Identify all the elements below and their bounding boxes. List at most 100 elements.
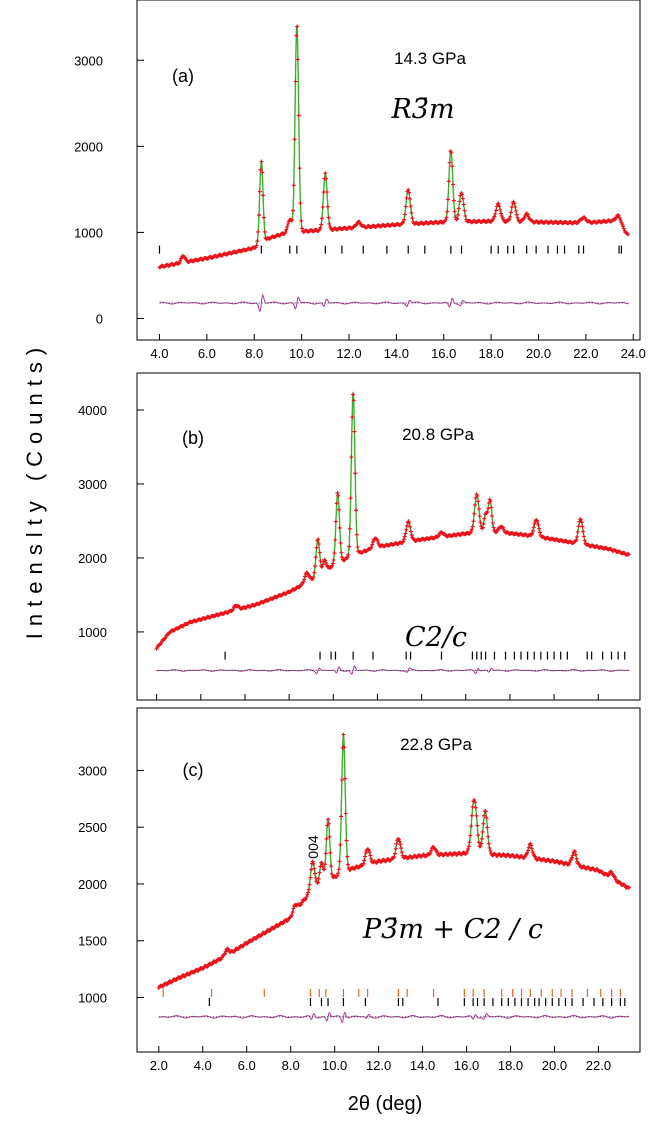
observed-point <box>515 215 520 220</box>
observed-point <box>446 179 451 184</box>
observed-point <box>536 523 541 527</box>
observed-point <box>476 840 481 845</box>
observed-point <box>429 848 434 853</box>
observed-point <box>401 539 406 544</box>
observed-point <box>309 867 314 872</box>
observed-point <box>313 876 318 880</box>
observed-point <box>407 190 411 195</box>
observed-point <box>538 530 542 535</box>
observed-point <box>575 534 580 539</box>
observed-point <box>328 850 333 855</box>
observed-point <box>344 838 349 843</box>
observed-point <box>323 558 328 563</box>
observed-point <box>346 552 351 557</box>
observed-point <box>476 833 481 838</box>
observed-point <box>257 213 261 218</box>
observed-point <box>314 545 319 550</box>
observed-point <box>323 851 328 856</box>
y-tick-label: 2000 <box>78 551 107 566</box>
observed-point <box>351 398 356 403</box>
observed-point <box>337 859 342 864</box>
observed-point <box>325 190 329 194</box>
observed-point <box>398 842 403 847</box>
observed-point <box>455 216 460 221</box>
observed-point <box>472 798 477 802</box>
observed-point <box>338 842 343 847</box>
observed-point <box>254 243 259 248</box>
observed-point <box>490 514 494 518</box>
observed-point <box>399 846 404 851</box>
y-axis-label: Intenslty (Counts) <box>22 341 47 639</box>
observed-point <box>485 825 490 830</box>
x-tick-label: 12.0 <box>336 346 361 361</box>
observed-point <box>404 196 409 200</box>
observed-point <box>296 113 301 118</box>
observed-point <box>490 521 495 525</box>
observed-point <box>537 526 542 531</box>
observed-point <box>407 521 412 525</box>
observed-point <box>327 221 332 226</box>
observed-point <box>319 222 324 227</box>
observed-point <box>367 850 372 855</box>
observed-point <box>339 814 344 819</box>
observed-point <box>474 813 479 818</box>
observed-point <box>486 841 491 846</box>
observed-point <box>290 910 295 915</box>
panel-c: 1000 1500 2000 2500 3000 2.0 4.0 6.0 8.0 10.0 12.0… <box>78 707 641 1073</box>
observed-point <box>476 499 481 504</box>
observed-point <box>285 918 290 923</box>
observed-point <box>499 211 504 216</box>
observed-point <box>456 212 460 217</box>
observed-point <box>529 846 534 851</box>
observed-point <box>481 821 486 826</box>
observed-point <box>393 851 397 856</box>
observed-point <box>472 511 477 516</box>
observed-point <box>582 534 586 539</box>
observed-point <box>486 834 491 839</box>
observed-point <box>404 527 409 532</box>
observed-point <box>443 218 448 222</box>
observed-point <box>406 187 411 192</box>
observed-point <box>579 520 584 525</box>
observed-point <box>480 829 485 834</box>
observed-point <box>488 499 493 504</box>
observed-point <box>340 555 345 560</box>
observed-point <box>408 529 413 534</box>
observed-point <box>291 183 296 188</box>
observed-point <box>410 216 415 221</box>
observed-point <box>335 873 340 878</box>
observed-point <box>322 867 327 872</box>
observed-point <box>498 208 503 212</box>
observed-point <box>321 190 326 195</box>
observed-point <box>469 813 474 818</box>
observed-point <box>393 846 398 851</box>
x-tick-label: 24.0 <box>621 346 646 361</box>
observed-point <box>473 805 478 810</box>
observed-point <box>318 225 323 230</box>
observed-points <box>156 732 631 990</box>
observed-point <box>471 519 476 524</box>
y-tick-label: 1000 <box>78 991 107 1006</box>
observed-point <box>305 892 310 897</box>
observed-point <box>283 230 288 235</box>
observed-point <box>401 220 406 224</box>
y-tick-label: 1500 <box>78 934 107 949</box>
observed-point <box>311 574 316 579</box>
observed-point <box>621 226 626 231</box>
observed-point <box>482 813 487 818</box>
x-tick-label: 20.0 <box>542 1058 567 1073</box>
observed-point <box>484 815 489 820</box>
observed-point <box>362 858 367 863</box>
observed-point <box>401 537 406 542</box>
observed-point <box>449 150 454 155</box>
observed-point <box>324 836 329 841</box>
observed-point <box>497 204 502 209</box>
observed-point <box>339 778 344 782</box>
x-tick-label: 22.0 <box>586 1058 611 1073</box>
observed-point <box>260 170 265 175</box>
observed-point <box>480 525 485 530</box>
plot-frame <box>136 707 641 1053</box>
observed-point <box>573 852 578 857</box>
difference-curve <box>158 1011 630 1024</box>
observed-point <box>323 171 328 176</box>
